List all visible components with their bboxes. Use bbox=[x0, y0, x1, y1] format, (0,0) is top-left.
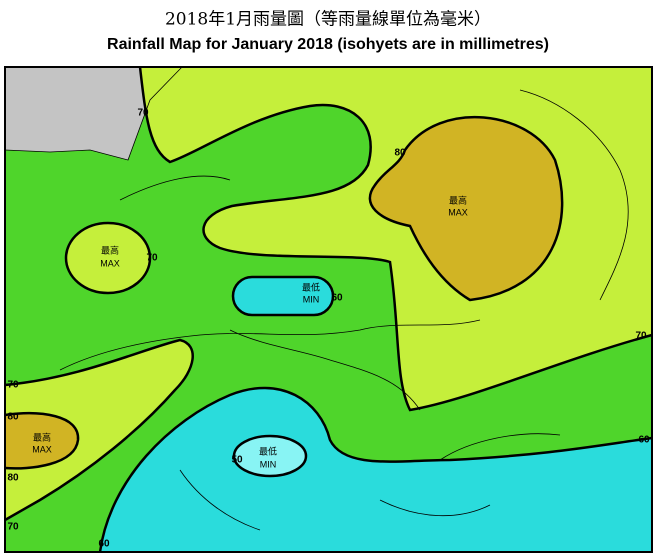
zone-lime-max bbox=[66, 223, 150, 293]
title-zh: 2018年1月雨量圖（等雨量線單位為毫米） bbox=[165, 10, 491, 30]
isohyet-label: 70 bbox=[146, 253, 158, 264]
zone-cyan bbox=[100, 387, 652, 552]
isohyet-label: 50 bbox=[231, 455, 243, 466]
isohyet-label: 80 bbox=[7, 473, 19, 484]
title-en: Rainfall Map for January 2018 (isohyets … bbox=[107, 36, 549, 53]
extreme-label: 最高 bbox=[33, 431, 51, 442]
extreme-label: MAX bbox=[100, 258, 120, 268]
isohyet-line bbox=[64, 221, 152, 295]
extreme-label: 最低 bbox=[259, 445, 277, 456]
isohyet-line bbox=[4, 338, 194, 522]
zone-gold bbox=[369, 117, 563, 300]
land-grey bbox=[5, 67, 182, 160]
extreme-label: 最高 bbox=[449, 194, 467, 205]
isohyet-line bbox=[231, 275, 335, 317]
isohyet-line bbox=[98, 386, 653, 553]
isohyet-line bbox=[368, 115, 564, 302]
isohyet-label: 60 bbox=[98, 539, 110, 550]
extreme-label: 最高 bbox=[101, 244, 119, 255]
isohyet-label: 60 bbox=[331, 293, 343, 304]
map-frame bbox=[4, 66, 653, 553]
extreme-label: MIN bbox=[260, 459, 277, 469]
extreme-label: MIN bbox=[303, 294, 320, 304]
isohyets bbox=[4, 66, 653, 553]
isohyet-label: 70 bbox=[7, 522, 19, 533]
isohyet-label: 70 bbox=[137, 108, 149, 119]
isohyet-line bbox=[232, 434, 308, 478]
isohyet-label: 60 bbox=[638, 435, 650, 446]
extreme-label: MAX bbox=[32, 444, 52, 454]
zone-cyan-min bbox=[233, 277, 333, 315]
extreme-label: 最低 bbox=[302, 281, 320, 292]
isohyet-label: 80 bbox=[394, 148, 406, 159]
extreme-label: MAX bbox=[448, 207, 468, 217]
isohyet-label: 70 bbox=[7, 380, 19, 391]
zone-lime-sw bbox=[5, 340, 193, 520]
isohyet-label: 80 bbox=[7, 412, 19, 423]
map: 最高 MAX 最高 MAX 最低 MIN 最高 MAX 最低 MIN 70 80… bbox=[4, 66, 653, 553]
coastline bbox=[4, 66, 629, 531]
isohyet-line bbox=[138, 66, 653, 412]
isohyet-label: 70 bbox=[635, 331, 647, 342]
zone-gold-sw bbox=[5, 413, 79, 469]
isohyet-line bbox=[4, 412, 80, 470]
zone-cyan-min-core bbox=[234, 436, 306, 476]
